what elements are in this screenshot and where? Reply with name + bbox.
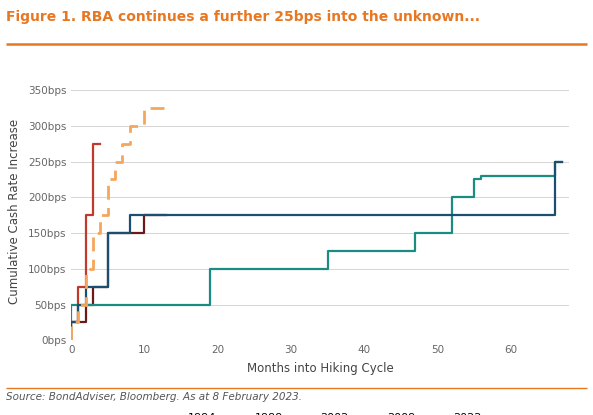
- Y-axis label: Cumulative Cash Rate Increase: Cumulative Cash Rate Increase: [8, 119, 21, 304]
- Text: Figure 1. RBA continues a further 25bps into the unknown...: Figure 1. RBA continues a further 25bps …: [6, 10, 480, 24]
- Legend: 1994, 1999, 2002, 2009, 2022: 1994, 1999, 2002, 2009, 2022: [155, 408, 486, 415]
- X-axis label: Months into Hiking Cycle: Months into Hiking Cycle: [247, 362, 394, 375]
- Text: Source: BondAdviser, Bloomberg. As at 8 February 2023.: Source: BondAdviser, Bloomberg. As at 8 …: [6, 392, 302, 402]
